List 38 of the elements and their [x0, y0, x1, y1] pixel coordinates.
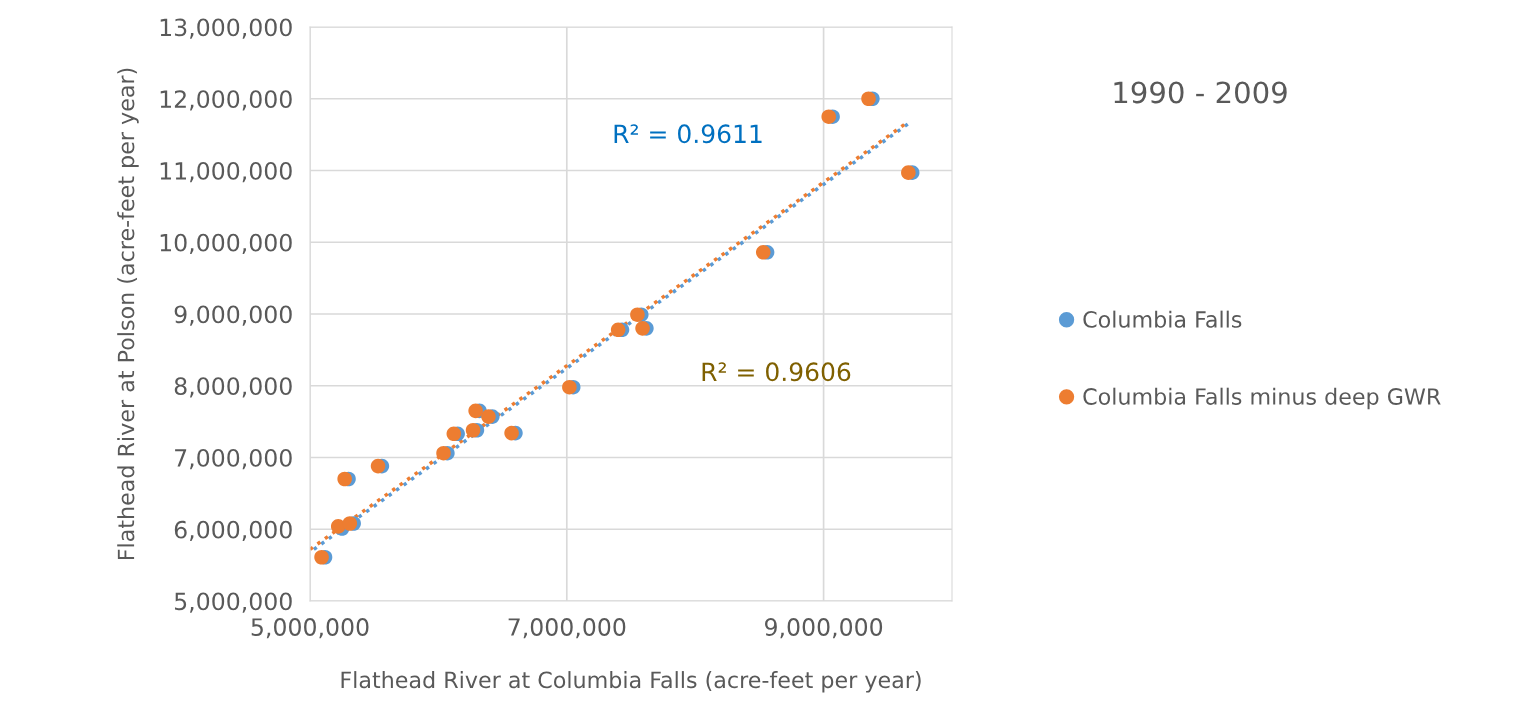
y-tick-label: 5,000,000 [174, 592, 292, 613]
y-tick-label: 11,000,000 [160, 161, 292, 183]
point [610, 322, 626, 338]
point [630, 307, 645, 322]
point [635, 321, 650, 336]
point [821, 109, 837, 124]
x-tick-label: 5,000,000 [251, 618, 369, 639]
point [901, 165, 916, 180]
legend-label: Columbia Falls [1083, 310, 1242, 328]
text: 1990 - 2009 [1114, 81, 1287, 104]
y-tick-label: 10,000,000 [160, 233, 292, 254]
y-tick-label: 6,000,000 [174, 520, 292, 541]
x-axis-title: Flathead River at Columbia Falls (acre-feet per year) [341, 671, 921, 693]
y-tick-label: 8,000,000 [174, 377, 292, 398]
x-tick-label: 9,000,000 [765, 618, 883, 639]
y-tick-label: 7,000,000 [175, 448, 292, 470]
y-tick-label: 13,000,000 [160, 18, 292, 39]
x-tick-label: 7,000,000 [508, 618, 626, 639]
point [370, 458, 386, 474]
point [342, 516, 358, 531]
point [465, 422, 481, 438]
point [562, 379, 577, 395]
point [436, 445, 451, 461]
y-axis-title: Flathead River at Polson (acre-feet per year) [117, 68, 139, 560]
point [861, 91, 876, 107]
point [314, 549, 329, 565]
point [468, 403, 483, 419]
point [481, 409, 496, 424]
point [446, 426, 462, 442]
point [755, 245, 771, 260]
legend-label: Columbia Falls minus deep GWR [1083, 387, 1441, 410]
point [504, 425, 519, 441]
y-tick-label: 9,000,000 [174, 305, 292, 326]
y-tick-label: 12,000,000 [160, 90, 292, 111]
point [330, 519, 346, 534]
annotation: R² = 0.9611 [614, 124, 762, 144]
annotation: R² = 0.9606 [702, 362, 851, 382]
point [337, 471, 352, 487]
